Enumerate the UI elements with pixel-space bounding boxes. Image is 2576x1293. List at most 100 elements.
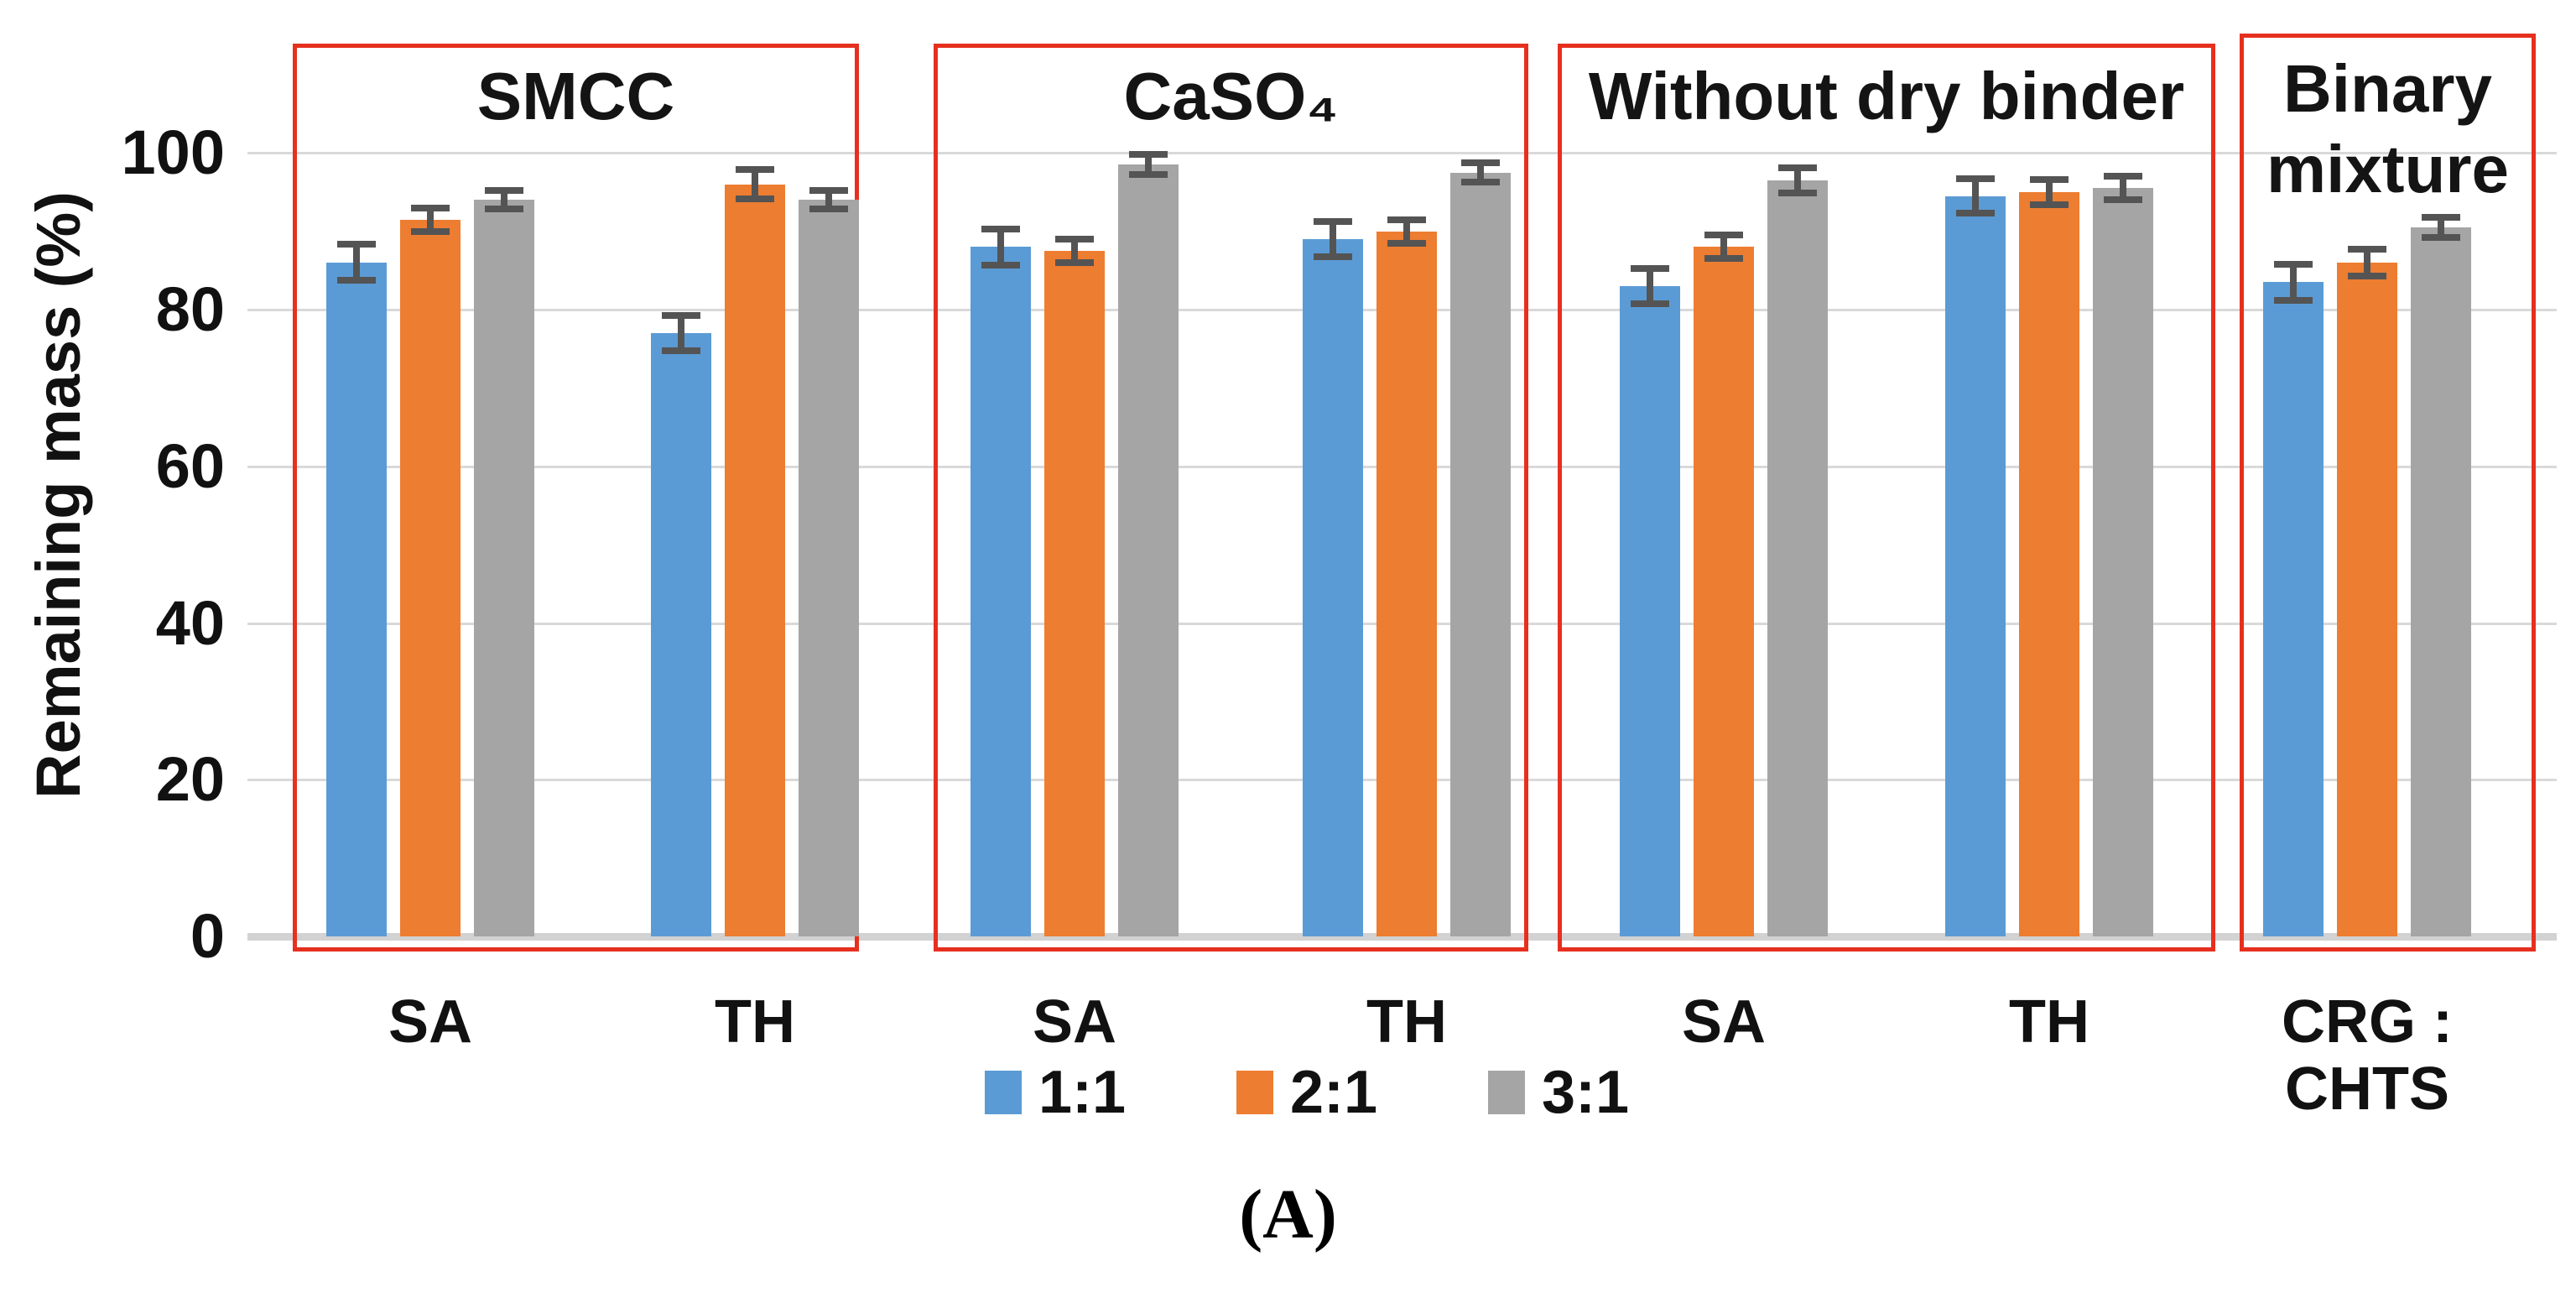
error-bar-g0-c0-s2 (501, 190, 507, 210)
legend-swatch-0 (985, 1071, 1022, 1114)
legend-item-1: 2:1 (1236, 1059, 1438, 1126)
category-label-g1-c1: TH (1366, 988, 1447, 1056)
error-bar-g2-c0-s2 (1794, 167, 1801, 193)
error-cap-top-g0-c0-s2 (485, 187, 523, 195)
error-cap-top-g2-c1-s1 (2030, 175, 2069, 183)
group-title-3-line-0: Binary (2283, 51, 2492, 126)
group-title-1-line-0: CaSO₄ (1123, 59, 1339, 133)
error-cap-top-g3-c0-s2 (2422, 213, 2460, 221)
error-cap-bottom-g2-c0-s0 (1631, 300, 1669, 308)
legend-swatch-2 (1488, 1071, 1525, 1114)
y-tick-label-0: 0 (190, 901, 225, 971)
bar-g3-c0-s2 (2411, 227, 2471, 936)
error-cap-top-g1-c0-s2 (1129, 151, 1168, 159)
error-bar-g2-c0-s1 (1720, 235, 1727, 259)
error-cap-top-g2-c0-s1 (1704, 232, 1743, 239)
error-cap-bottom-g1-c0-s2 (1129, 171, 1168, 179)
bar-g2-c1-s2 (2093, 188, 2153, 936)
error-bar-g2-c0-s0 (1647, 268, 1653, 305)
legend-item-0: 1:1 (985, 1059, 1186, 1126)
bar-g0-c1-s1 (725, 184, 785, 936)
error-cap-top-g0-c1-s2 (809, 187, 848, 195)
error-bar-g2-c1-s0 (1972, 179, 1979, 214)
group-title-0-line-0: SMCC (476, 59, 675, 133)
category-label-g2-c1: TH (2009, 988, 2089, 1056)
legend-swatch-1 (1236, 1071, 1273, 1114)
error-cap-bottom-g3-c0-s1 (2348, 272, 2386, 279)
error-cap-bottom-g1-c0-s1 (1055, 258, 1094, 266)
y-tick-label-100: 100 (121, 117, 225, 188)
error-cap-bottom-g0-c1-s0 (662, 347, 700, 354)
error-bar-g2-c1-s2 (2120, 176, 2126, 201)
error-cap-bottom-g0-c0-s1 (411, 227, 450, 235)
bar-g1-c0-s0 (971, 247, 1031, 936)
bar-g2-c0-s1 (1694, 247, 1754, 936)
error-cap-bottom-g2-c0-s2 (1778, 189, 1817, 196)
error-bar-g3-c0-s2 (2438, 216, 2444, 238)
bar-g0-c0-s0 (326, 262, 387, 936)
error-cap-bottom-g2-c0-s1 (1704, 255, 1743, 263)
bar-g0-c0-s1 (400, 219, 461, 936)
group-title-3-line-1: mixture (2266, 132, 2509, 206)
error-cap-top-g1-c0-s1 (1055, 235, 1094, 242)
error-bar-g1-c1-s0 (1330, 222, 1336, 257)
error-cap-top-g0-c0-s0 (337, 241, 376, 248)
bar-g3-c0-s1 (2337, 262, 2397, 936)
error-bar-g0-c1-s1 (752, 169, 758, 200)
error-cap-top-g1-c0-s0 (981, 225, 1020, 232)
x-axis-line (247, 933, 2557, 941)
category-label-g0-c1: TH (715, 988, 795, 1056)
bar-g0-c1-s0 (651, 333, 711, 936)
legend-label-0: 1:1 (1038, 1059, 1127, 1126)
error-cap-top-g1-c1-s2 (1461, 159, 1500, 167)
error-cap-top-g2-c0-s0 (1631, 264, 1669, 272)
error-bar-g0-c0-s0 (353, 244, 360, 281)
error-cap-bottom-g0-c1-s2 (809, 206, 848, 213)
error-bar-g2-c1-s1 (2046, 179, 2053, 205)
y-tick-label-20: 20 (155, 744, 225, 815)
bar-g2-c0-s2 (1767, 180, 1828, 936)
error-bar-g3-c0-s1 (2364, 249, 2370, 276)
error-cap-bottom-g3-c0-s0 (2274, 296, 2313, 304)
bar-g1-c0-s1 (1044, 250, 1105, 936)
error-cap-bottom-g1-c1-s2 (1461, 178, 1500, 185)
y-tick-label-80: 80 (155, 274, 225, 344)
error-cap-top-g3-c0-s0 (2274, 260, 2313, 268)
error-cap-bottom-g1-c1-s0 (1314, 253, 1352, 260)
error-cap-bottom-g1-c0-s0 (981, 261, 1020, 269)
error-bar-g3-c0-s0 (2290, 263, 2297, 300)
error-cap-top-g2-c1-s2 (2104, 173, 2142, 180)
error-cap-top-g3-c0-s1 (2348, 246, 2386, 253)
bar-g2-c1-s0 (1945, 196, 2006, 936)
error-cap-bottom-g1-c1-s1 (1387, 239, 1426, 247)
error-bar-g1-c1-s2 (1477, 163, 1484, 182)
category-label-g1-c0: SA (1032, 988, 1117, 1056)
error-bar-g1-c0-s1 (1071, 238, 1078, 263)
bar-g0-c1-s2 (799, 200, 859, 936)
bar-g1-c1-s0 (1303, 238, 1363, 936)
error-bar-g0-c1-s0 (678, 315, 684, 351)
bar-g1-c0-s2 (1118, 164, 1179, 936)
bar-g2-c1-s1 (2019, 191, 2079, 936)
y-tick-label-60: 60 (155, 430, 225, 501)
bar-g2-c0-s0 (1620, 285, 1680, 936)
legend-item-2: 3:1 (1488, 1059, 1689, 1126)
category-label-g0-c0: SA (388, 988, 473, 1056)
error-cap-top-g2-c1-s0 (1956, 175, 1995, 183)
gridline-100 (247, 152, 2557, 155)
error-bar-g0-c0-s1 (427, 207, 434, 232)
error-cap-top-g0-c1-s1 (736, 165, 774, 173)
bar-g0-c0-s2 (474, 200, 534, 936)
error-cap-bottom-g3-c0-s2 (2422, 234, 2460, 242)
error-bar-g1-c1-s1 (1403, 219, 1410, 243)
group-box-2 (1558, 44, 2215, 952)
legend-label-2: 3:1 (1542, 1059, 1630, 1126)
group-title-2-line-0: Without dry binder (1588, 59, 2185, 133)
error-cap-bottom-g0-c0-s0 (337, 277, 376, 284)
error-cap-bottom-g0-c0-s2 (485, 206, 523, 213)
error-cap-bottom-g2-c1-s2 (2104, 196, 2142, 204)
bar-g3-c0-s0 (2263, 282, 2324, 936)
error-cap-top-g0-c1-s0 (662, 312, 700, 320)
legend-label-1: 2:1 (1290, 1059, 1378, 1126)
